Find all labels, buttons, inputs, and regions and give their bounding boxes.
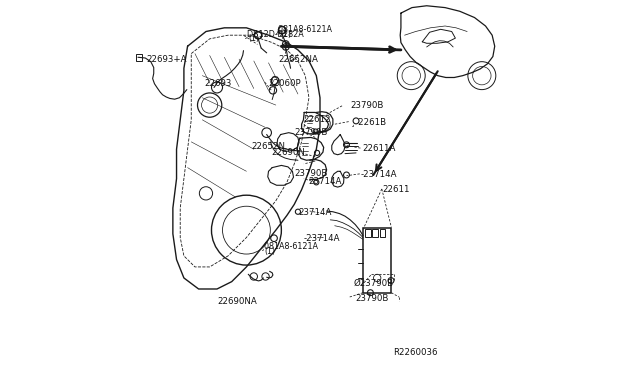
Text: 22612: 22612 [303, 115, 331, 124]
Text: 23714A: 23714A [298, 208, 332, 217]
Text: ¸081A8-6121A: ¸081A8-6121A [261, 241, 319, 250]
Text: (1): (1) [249, 34, 260, 44]
Text: 22693+A: 22693+A [146, 55, 186, 64]
Bar [365, 230, 371, 237]
Text: (1): (1) [280, 30, 291, 39]
Text: 22611A: 22611A [363, 144, 396, 153]
Bar [136, 54, 142, 61]
Text: 23714A: 23714A [308, 177, 342, 186]
Text: Ø23790B: Ø23790B [353, 279, 393, 288]
Text: ¸081A8-6121A: ¸081A8-6121A [275, 25, 333, 33]
Text: -23714A: -23714A [303, 234, 340, 243]
Text: 22611: 22611 [383, 185, 410, 194]
Text: 22690N: 22690N [271, 148, 305, 157]
Text: -23714A: -23714A [361, 170, 397, 179]
Text: 23790B: 23790B [351, 101, 384, 110]
Text: 22652NA: 22652NA [278, 55, 318, 64]
Text: 23790B: 23790B [355, 294, 388, 303]
Text: 23790B: 23790B [294, 128, 328, 137]
Text: 23790B: 23790B [294, 169, 328, 177]
Text: ¸DB12D-B282A: ¸DB12D-B282A [244, 29, 305, 38]
Text: R2260036: R2260036 [394, 348, 438, 357]
Bar [380, 230, 385, 237]
Text: 22060P: 22060P [269, 78, 301, 87]
Bar [363, 228, 391, 293]
Text: ¸ 2261B: ¸ 2261B [351, 117, 386, 126]
Text: 22690NA: 22690NA [218, 297, 257, 307]
Bar [372, 230, 378, 237]
Text: 22652N: 22652N [252, 142, 285, 151]
Text: 22693: 22693 [204, 78, 232, 87]
Text: (1): (1) [264, 247, 276, 256]
